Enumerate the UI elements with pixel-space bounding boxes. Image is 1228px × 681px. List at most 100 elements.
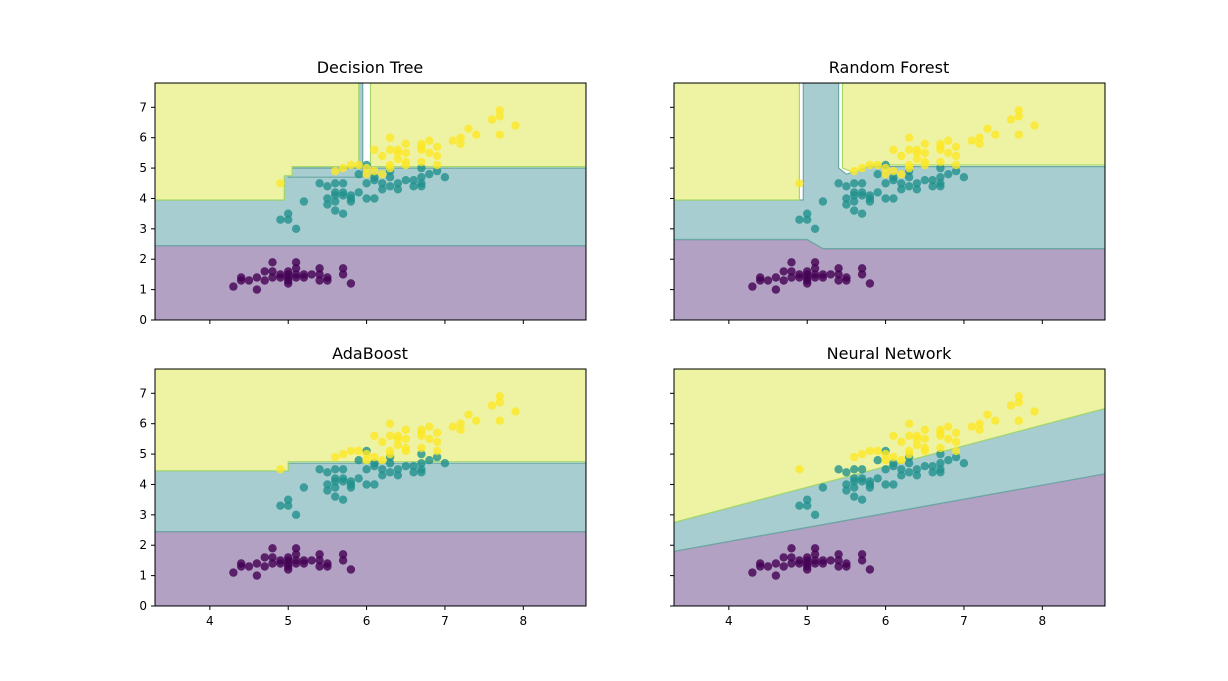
data-point-class-2	[1030, 121, 1039, 130]
data-point-class-1	[417, 163, 426, 173]
data-point-class-0	[865, 565, 875, 574]
data-point-class-0	[315, 550, 324, 559]
data-point-class-0	[268, 553, 277, 562]
data-point-class-1	[881, 480, 890, 489]
data-point-class-0	[229, 282, 238, 291]
data-point-class-2	[944, 434, 953, 444]
data-point-class-2	[881, 170, 890, 179]
data-point-class-1	[842, 194, 851, 203]
data-point-class-1	[873, 170, 882, 179]
data-point-class-1	[331, 474, 340, 483]
data-point-class-1	[912, 179, 922, 188]
data-point-class-2	[795, 465, 804, 474]
data-point-class-1	[393, 185, 403, 194]
data-point-class-1	[857, 188, 867, 197]
y-tick-label: 6	[139, 131, 147, 145]
data-point-class-0	[323, 273, 332, 282]
data-point-class-2	[951, 428, 961, 437]
data-point-class-1	[928, 176, 937, 185]
data-point-class-0	[779, 276, 788, 285]
data-point-class-1	[362, 194, 371, 203]
data-point-class-1	[881, 194, 890, 203]
data-point-class-2	[417, 425, 426, 434]
data-point-class-0	[315, 264, 324, 273]
data-point-class-2	[865, 446, 875, 456]
data-point-class-1	[850, 492, 859, 501]
data-point-class-0	[787, 553, 796, 562]
data-point-class-2	[425, 422, 434, 431]
data-point-class-0	[346, 565, 356, 574]
decision-region-class-0	[674, 473, 1105, 606]
data-point-class-0	[338, 264, 348, 273]
data-point-class-0	[260, 553, 269, 562]
data-point-class-2	[873, 160, 882, 170]
data-point-class-2	[1006, 401, 1016, 410]
data-point-class-1	[897, 179, 906, 188]
data-point-class-2	[897, 151, 906, 161]
data-point-class-0	[834, 264, 843, 273]
data-point-class-1	[385, 468, 395, 477]
data-point-class-1	[409, 176, 418, 185]
data-point-class-0	[291, 264, 301, 273]
data-point-class-1	[323, 468, 332, 477]
data-point-class-1	[338, 474, 348, 483]
data-point-class-0	[810, 270, 820, 279]
data-point-class-2	[857, 449, 867, 459]
data-point-class-2	[967, 422, 976, 431]
data-point-class-1	[936, 465, 945, 474]
x-tick-label: 7	[441, 614, 449, 628]
data-point-class-2	[385, 431, 395, 440]
data-point-class-2	[331, 452, 340, 462]
data-point-class-1	[354, 170, 363, 179]
data-point-class-2	[362, 456, 371, 465]
data-point-class-2	[378, 170, 387, 179]
data-point-class-1	[362, 179, 371, 188]
x-tick-label: 4	[206, 614, 214, 628]
data-point-class-0	[779, 562, 788, 571]
data-point-class-1	[928, 462, 937, 471]
data-point-class-2	[354, 446, 363, 456]
data-point-class-2	[912, 145, 922, 154]
y-tick-label: 1	[139, 569, 147, 583]
data-point-class-2	[464, 410, 473, 419]
data-point-class-2	[920, 434, 929, 444]
data-point-class-0	[857, 556, 867, 565]
data-point-class-2	[873, 446, 882, 456]
data-point-class-1	[889, 173, 898, 182]
data-point-class-1	[803, 209, 812, 218]
data-point-class-2	[897, 437, 906, 447]
data-point-class-1	[393, 471, 403, 480]
data-point-class-0	[291, 270, 301, 279]
data-point-class-2	[944, 136, 953, 145]
data-point-class-1	[338, 465, 348, 474]
data-point-class-1	[378, 471, 387, 480]
data-point-class-2	[472, 130, 481, 139]
data-point-class-2	[417, 157, 426, 167]
data-point-class-2	[975, 419, 984, 428]
random-forest-panel: Random Forest	[670, 58, 1106, 324]
data-point-class-2	[1014, 398, 1023, 407]
data-point-class-2	[487, 401, 497, 410]
data-point-class-2	[912, 440, 922, 450]
plot-area	[155, 369, 586, 606]
data-point-class-2	[495, 106, 504, 115]
data-point-class-2	[983, 124, 992, 133]
data-point-class-1	[331, 179, 340, 188]
data-point-class-2	[385, 160, 395, 170]
data-point-class-2	[393, 154, 403, 164]
data-point-class-1	[904, 459, 914, 468]
data-point-class-1	[936, 449, 945, 459]
data-point-class-1	[417, 179, 426, 188]
data-point-class-0	[291, 556, 301, 565]
data-point-class-1	[850, 197, 859, 206]
data-point-class-1	[378, 185, 387, 194]
data-point-class-2	[401, 148, 410, 158]
data-point-class-2	[904, 145, 914, 154]
data-point-class-1	[299, 197, 309, 206]
x-tick-label: 6	[882, 614, 890, 628]
data-point-class-2	[904, 431, 914, 440]
data-point-class-1	[385, 182, 395, 191]
data-point-class-2	[951, 437, 961, 447]
data-point-class-2	[276, 465, 285, 474]
